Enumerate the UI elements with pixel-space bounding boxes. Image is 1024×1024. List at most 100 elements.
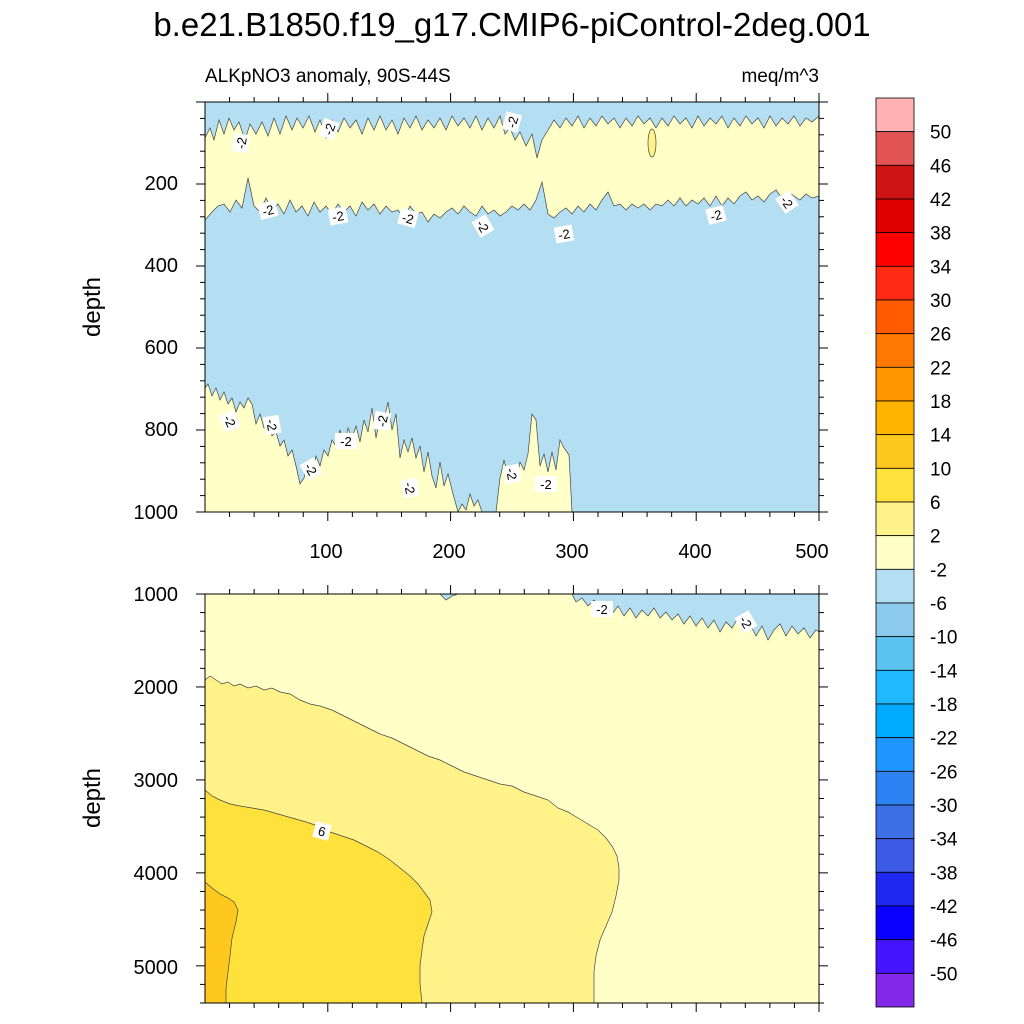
contour-label: -2 bbox=[775, 190, 799, 214]
contour-label: -2 bbox=[397, 207, 419, 229]
colorbar-box bbox=[875, 703, 915, 739]
lower-contour-labels: -2 -2 6 bbox=[312, 601, 758, 841]
upper-xtick-label: 100 bbox=[309, 541, 342, 563]
colorbar-label: 42 bbox=[930, 190, 951, 211]
contour-label: -2 bbox=[705, 204, 727, 226]
colorbar-box bbox=[875, 131, 915, 166]
svg-text:-2: -2 bbox=[374, 414, 391, 428]
colorbar-label: -6 bbox=[930, 594, 947, 615]
colorbar-label: -46 bbox=[930, 931, 957, 952]
upper-xtick-label: 300 bbox=[555, 541, 588, 563]
colorbar-box bbox=[875, 939, 915, 974]
colorbar-label: 26 bbox=[930, 325, 951, 346]
colorbar-label: -50 bbox=[930, 964, 957, 985]
colorbar-box bbox=[875, 838, 915, 873]
upper-fill-middle-negative bbox=[205, 177, 819, 512]
lower-ytick-label: 5000 bbox=[134, 957, 179, 979]
svg-text:6: 6 bbox=[316, 823, 327, 839]
colorbar-box bbox=[875, 804, 915, 840]
colorbar-label: 50 bbox=[930, 123, 951, 144]
colorbar-box bbox=[875, 299, 915, 335]
colorbar-box bbox=[875, 535, 915, 570]
colorbar-label: 30 bbox=[930, 291, 951, 312]
colorbar-box bbox=[875, 770, 915, 806]
lower-fill-band-6-10 bbox=[205, 789, 433, 1003]
contour-label: -2 bbox=[400, 477, 420, 499]
colorbar-label: 18 bbox=[930, 392, 951, 413]
contour-label: -2 bbox=[734, 610, 758, 634]
contour-label: 6 bbox=[312, 821, 332, 841]
lower-ytick-label: 2000 bbox=[134, 677, 179, 699]
colorbar-box bbox=[875, 265, 915, 301]
svg-text:-2: -2 bbox=[261, 202, 276, 219]
upper-ytick-label: 200 bbox=[145, 173, 178, 195]
colorbar-box bbox=[875, 871, 915, 907]
upper-panel: -2 -2 -2 -2 -2 -2 -2 -2 -2 -2 -2 -2 -2 -… bbox=[79, 93, 829, 563]
svg-text:-2: -2 bbox=[540, 477, 552, 492]
units-label: meq/m^3 bbox=[741, 66, 819, 87]
lower-fill-top-negative bbox=[439, 594, 819, 641]
svg-text:-2: -2 bbox=[263, 418, 280, 432]
colorbar-box bbox=[875, 972, 915, 1008]
contour-label: -2 bbox=[372, 410, 392, 432]
colorbar-box bbox=[875, 669, 915, 705]
colorbar-box bbox=[875, 400, 915, 436]
colorbar-label: 14 bbox=[930, 426, 952, 447]
colorbar-label: 10 bbox=[930, 459, 951, 480]
lower-panel: -2 -2 6 1000 2000 3000 4000 5000 depth bbox=[79, 584, 828, 1012]
lower-ytick-label: 3000 bbox=[134, 770, 179, 792]
contour-label: -2 bbox=[257, 199, 279, 221]
lower-ytick-label: 1000 bbox=[134, 584, 179, 606]
colorbar-box bbox=[875, 434, 915, 469]
contour-label: -2 bbox=[591, 601, 613, 617]
upper-contour-labels: -2 -2 -2 -2 -2 -2 -2 -2 -2 -2 -2 -2 -2 -… bbox=[218, 111, 799, 499]
variable-label: ALKpNO3 anomaly, 90S-44S bbox=[205, 66, 451, 87]
colorbar-label: -14 bbox=[930, 661, 958, 682]
colorbar-box bbox=[875, 164, 915, 200]
lower-fill-band-10-14 bbox=[205, 881, 239, 1003]
colorbar-box bbox=[875, 905, 915, 941]
colorbar-label: 2 bbox=[930, 527, 941, 548]
contour-label: -2 bbox=[501, 111, 523, 133]
svg-text:-2: -2 bbox=[596, 602, 608, 617]
contour-label: -2 bbox=[318, 117, 340, 141]
upper-xtick-label: 500 bbox=[795, 541, 828, 563]
svg-text:-2: -2 bbox=[709, 207, 724, 224]
contour-label: -2 bbox=[535, 476, 557, 492]
colorbar-label: -2 bbox=[930, 560, 947, 581]
colorbar-box bbox=[875, 501, 915, 537]
svg-text:-2: -2 bbox=[233, 136, 250, 150]
colorbar-label: -42 bbox=[930, 897, 957, 918]
svg-text:-2: -2 bbox=[320, 121, 338, 137]
lower-ylabel: depth bbox=[79, 768, 106, 828]
upper-ytick-label: 400 bbox=[145, 255, 178, 277]
colorbar-label: 22 bbox=[930, 358, 951, 379]
contour-label: -2 bbox=[502, 463, 522, 485]
colorbar-box bbox=[875, 232, 915, 267]
colorbar-box bbox=[875, 333, 915, 368]
contour-label: -2 bbox=[262, 414, 282, 436]
svg-text:-2: -2 bbox=[401, 481, 418, 495]
colorbar-label: -30 bbox=[930, 796, 957, 817]
colorbar-label: 6 bbox=[930, 493, 941, 514]
colorbar-label: 34 bbox=[930, 257, 952, 278]
colorbar-label: -10 bbox=[930, 628, 957, 649]
lower-ytick-label: 4000 bbox=[134, 863, 179, 885]
colorbar: 50 46 42 38 34 30 26 22 18 14 10 6 2 -2 -6 -10 -14 -18 -22… bbox=[875, 97, 958, 1008]
colorbar-label: -26 bbox=[930, 762, 957, 783]
contour-label: -2 bbox=[335, 433, 357, 449]
colorbar-box bbox=[875, 636, 915, 671]
colorbar-box bbox=[875, 198, 915, 234]
contour-label: -2 bbox=[327, 206, 349, 226]
svg-text:-2: -2 bbox=[503, 467, 520, 481]
colorbar-box bbox=[875, 568, 915, 604]
upper-xtick-label: 200 bbox=[432, 541, 465, 563]
contour-label: -2 bbox=[471, 214, 495, 238]
colorbar-box bbox=[875, 366, 915, 402]
colorbar-box bbox=[875, 737, 915, 772]
svg-text:-2: -2 bbox=[557, 226, 571, 243]
colorbar-box bbox=[875, 602, 915, 638]
upper-warm-patch bbox=[647, 128, 657, 158]
upper-ytick-label: 800 bbox=[145, 419, 178, 441]
